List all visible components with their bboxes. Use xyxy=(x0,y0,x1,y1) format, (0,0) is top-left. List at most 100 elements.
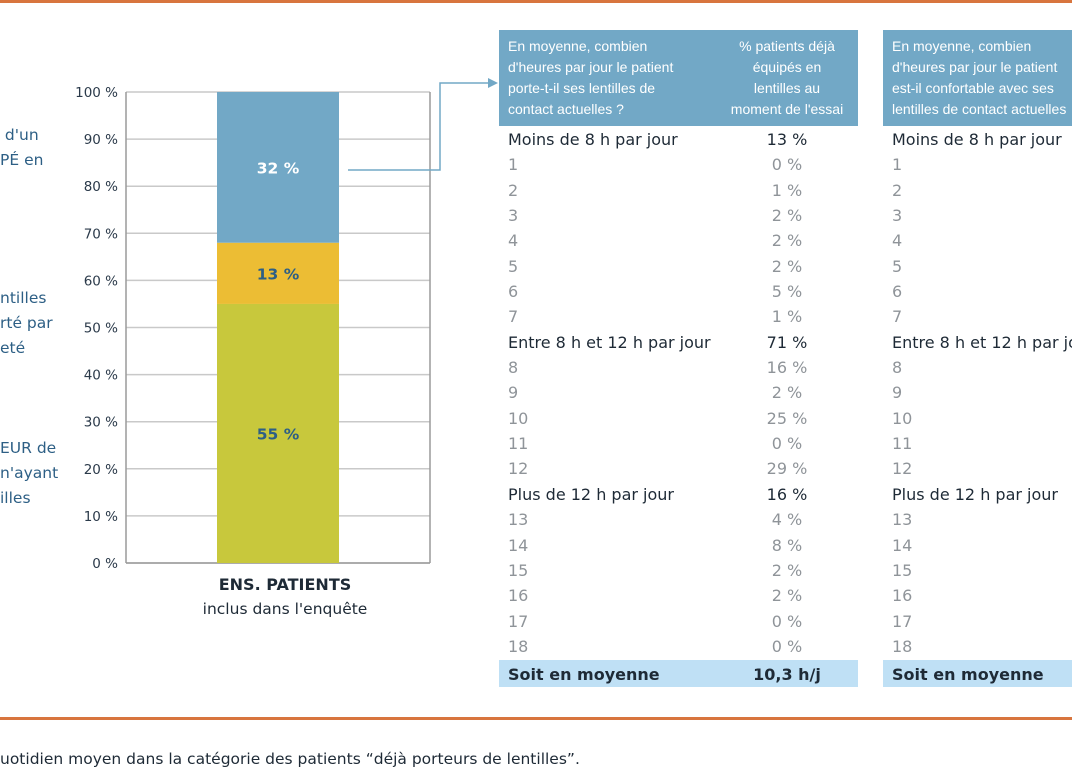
row-label: 18 xyxy=(508,636,529,656)
row-label: 6 xyxy=(892,282,903,302)
row-label: 7 xyxy=(508,307,519,327)
row-value: 0 % xyxy=(771,434,803,454)
hour-row: 6 5 % xyxy=(499,278,858,303)
row-label: 18 xyxy=(892,636,913,656)
row-value: 1 % xyxy=(771,307,803,327)
hour-row: 11 xyxy=(883,430,1072,455)
row-label: Moins de 8 h par jour xyxy=(508,130,678,149)
row-label: 11 xyxy=(892,434,913,454)
row-label: 14 xyxy=(892,535,913,555)
y-tick-label: 80 % xyxy=(84,179,118,195)
hour-row: 13 4 % xyxy=(499,506,858,531)
row-value: 5 % xyxy=(771,282,803,302)
hour-row: 9 2 % xyxy=(499,379,858,404)
hour-row: 15 2 % xyxy=(499,557,858,582)
hour-row: 18 0 % xyxy=(499,633,858,658)
row-value: 0 % xyxy=(771,155,803,175)
row-label: 16 xyxy=(508,586,529,606)
hour-row: 6 xyxy=(883,278,1072,303)
hour-row: 5 2 % xyxy=(499,253,858,278)
y-tick-label: 20 % xyxy=(84,462,118,478)
row-label: Plus de 12 h par jour xyxy=(892,484,1058,504)
row-value: 2 % xyxy=(771,560,803,580)
table-body: Moins de 8 h par jour 13 % 1 0 % 2 1 % 3 2 % 4 2 … xyxy=(499,126,858,658)
row-label: 4 xyxy=(508,231,519,251)
footnote: uotidien moyen dans la catégorie des pat… xyxy=(0,750,580,768)
x-category-sublabel: inclus dans l'enquête xyxy=(202,600,368,618)
hour-row: 13 xyxy=(883,506,1072,531)
row-label: 17 xyxy=(892,611,913,631)
hour-row: 7 1 % xyxy=(499,303,858,328)
row-label: 12 xyxy=(892,459,913,479)
total-label: Soit en moyenne xyxy=(508,665,660,685)
row-label: 13 xyxy=(508,510,529,530)
bar-segment xyxy=(217,242,339,304)
bar-segment xyxy=(217,92,339,243)
hour-row: 11 0 % xyxy=(499,430,858,455)
row-label: 7 xyxy=(892,307,903,327)
category-row: Entre 8 h et 12 h par jour 71 % xyxy=(499,329,858,354)
hour-row: 12 29 % xyxy=(499,455,858,480)
hour-row: 4 2 % xyxy=(499,227,858,252)
row-label: 16 xyxy=(892,586,913,606)
data-label: 55 % xyxy=(257,425,300,443)
hour-row: 3 xyxy=(883,202,1072,227)
total-label: Soit en moyenne xyxy=(892,665,1044,685)
row-label: 15 xyxy=(892,560,913,580)
row-label: 4 xyxy=(892,231,903,251)
header-question: En moyenne, combien d'heures par jour le… xyxy=(892,38,1067,117)
row-label: Plus de 12 h par jour xyxy=(508,484,674,504)
y-tick-label: 100 % xyxy=(75,85,118,101)
row-value: 71 % xyxy=(766,332,808,352)
hours-worn-table: En moyenne, combien d'heures par jour le… xyxy=(499,30,858,688)
y-tick-label: 90 % xyxy=(84,132,118,148)
row-label: 10 xyxy=(508,408,529,428)
hour-row: 18 xyxy=(883,633,1072,658)
hours-comfortable-table: En moyenne, combien d'heures par jour le… xyxy=(883,30,1072,688)
hour-row: 8 xyxy=(883,354,1072,379)
row-label: 1 xyxy=(892,155,903,175)
category-row: Entre 8 h et 12 h par jour xyxy=(883,329,1072,354)
row-label: 11 xyxy=(508,434,529,454)
hour-row: 4 xyxy=(883,227,1072,252)
row-label: 15 xyxy=(508,560,529,580)
row-value: 2 % xyxy=(771,383,803,403)
row-value: 4 % xyxy=(771,510,803,530)
row-label: 17 xyxy=(508,611,529,631)
hour-row: 3 2 % xyxy=(499,202,858,227)
callout-connector xyxy=(348,78,498,171)
row-label: Entre 8 h et 12 h par jour xyxy=(508,332,711,352)
row-label: 12 xyxy=(508,459,529,479)
hour-row: 7 xyxy=(883,303,1072,328)
row-value: 2 % xyxy=(771,231,803,251)
header-question: En moyenne, combien d'heures par jour le… xyxy=(508,38,674,117)
hour-row: 1 xyxy=(883,151,1072,176)
row-label: 6 xyxy=(508,282,519,302)
row-label: Entre 8 h et 12 h par jour xyxy=(892,332,1072,352)
row-value: 25 % xyxy=(766,408,808,428)
hour-row: 17 0 % xyxy=(499,608,858,633)
row-value: 16 % xyxy=(766,358,808,378)
y-tick-label: 40 % xyxy=(84,368,118,384)
hour-row: 10 xyxy=(883,405,1072,430)
row-label: 5 xyxy=(892,256,903,276)
bottom-rule xyxy=(0,717,1072,720)
row-label: 1 xyxy=(508,155,519,175)
table-header: En moyenne, combien d'heures par jour le… xyxy=(883,30,1072,126)
category-row: Plus de 12 h par jour xyxy=(883,481,1072,506)
hour-row: 14 xyxy=(883,532,1072,557)
row-label: 3 xyxy=(892,206,903,226)
hour-row: 16 xyxy=(883,582,1072,607)
x-category-label: ENS. PATIENTS xyxy=(218,575,352,594)
total-row: Soit en moyenne xyxy=(883,660,1072,688)
row-label: 14 xyxy=(508,535,529,555)
row-value: 29 % xyxy=(766,459,808,479)
left-label-1: d'un PÉ en xyxy=(0,126,44,169)
hour-row: 2 xyxy=(883,177,1072,202)
table-body: Moins de 8 h par jour 1 2 3 4 5 6 7 Entre 8 h et… xyxy=(883,126,1072,658)
data-label: 13 % xyxy=(257,265,300,283)
y-tick-label: 70 % xyxy=(84,226,118,242)
hour-row: 5 xyxy=(883,253,1072,278)
hour-row: 14 8 % xyxy=(499,532,858,557)
hour-row: 16 2 % xyxy=(499,582,858,607)
